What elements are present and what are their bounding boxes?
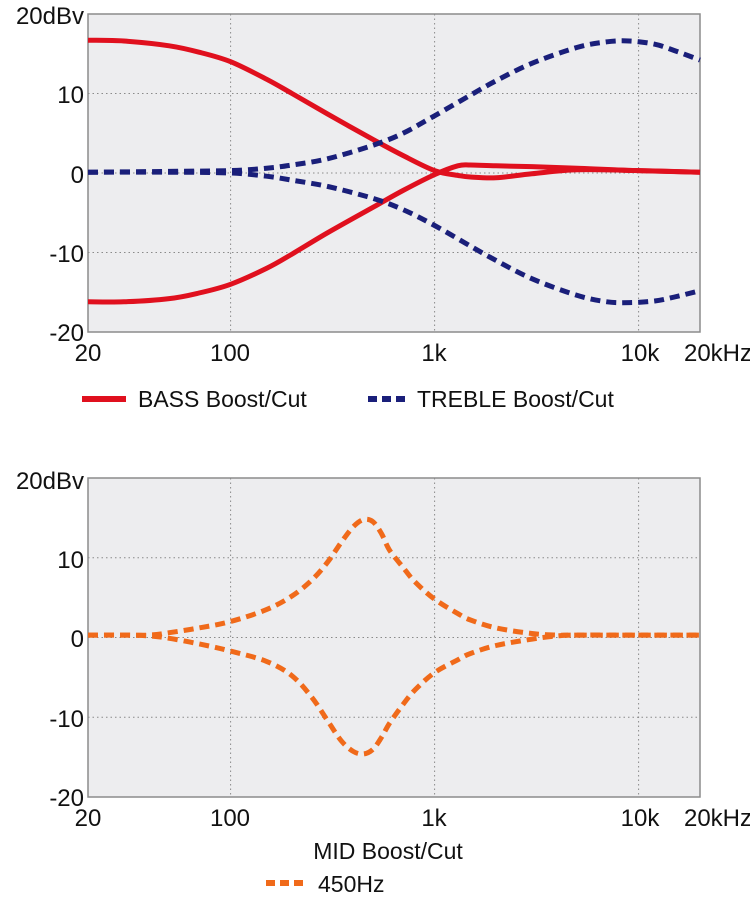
top-x-axis-labels: 20 100 1k 10k 20kHz (75, 340, 750, 367)
y-label-20: 20dBv (16, 468, 84, 495)
bass-cut-curve (87, 162, 701, 305)
bottom-y-axis-labels: 20dBv 10 0 -10 -20 (16, 468, 84, 812)
top-curves (87, 37, 701, 306)
bottom-x-axis-labels: 20 100 1k 10k 20kHz (75, 805, 750, 832)
bottom-curves (87, 516, 700, 757)
bottom-legend: 450Hz (266, 871, 384, 897)
y-label-20: 20dBv (16, 3, 84, 30)
mid-450hz-cut-curve (87, 632, 700, 757)
y-label-0: 0 (71, 626, 84, 653)
x-label-1k: 1k (421, 340, 447, 367)
x-label-20: 20 (75, 340, 102, 367)
top-gridlines (88, 14, 700, 332)
y-label-minus10: -10 (49, 241, 84, 268)
y-label-0: 0 (71, 162, 84, 189)
treble-legend-label: TREBLE Boost/Cut (417, 386, 614, 412)
treble-cut-curve (87, 169, 701, 306)
y-label-minus10: -10 (49, 706, 84, 733)
mid-450hz-boost-curve (87, 516, 700, 638)
mid-chart-title: MID Boost/Cut (313, 838, 463, 864)
y-label-10: 10 (57, 547, 84, 574)
top-y-axis-labels: 20dBv 10 0 -10 -20 (16, 3, 84, 347)
x-label-100: 100 (210, 340, 250, 367)
top-legend: BASS Boost/Cut TREBLE Boost/Cut (82, 386, 614, 412)
y-label-minus20: -20 (49, 785, 84, 812)
x-label-10k: 10k (621, 340, 661, 367)
x-label-20: 20 (75, 805, 102, 832)
mid-legend-label: 450Hz (318, 871, 384, 897)
bass-boost-curve (87, 37, 701, 181)
x-label-1k: 1k (421, 805, 447, 832)
bass-legend-label: BASS Boost/Cut (138, 386, 307, 412)
x-label-10k: 10k (621, 805, 661, 832)
x-label-100: 100 (210, 805, 250, 832)
y-label-minus20: -20 (49, 320, 84, 347)
mid-chart: 20dBv 10 0 -10 -20 20 100 1k 10k 20kHz M… (16, 468, 750, 897)
treble-boost-curve (87, 38, 701, 175)
y-label-10: 10 (57, 82, 84, 109)
bass-treble-chart: 20dBv 10 0 -10 -20 20 100 1k 10k 20kHz B… (16, 3, 750, 412)
x-label-20khz: 20kHz (684, 805, 750, 832)
x-label-20khz: 20kHz (684, 340, 750, 367)
